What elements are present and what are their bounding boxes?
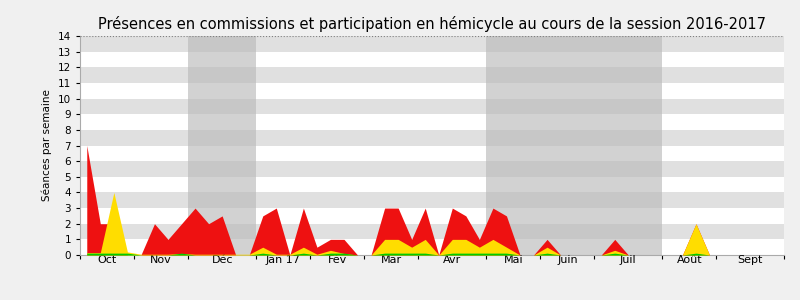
Bar [80,52,784,67]
Text: Fév: Fév [328,255,347,265]
Bar [486,36,540,255]
Bar [80,146,784,161]
Text: Nov: Nov [150,255,172,265]
Bar [80,177,784,192]
Title: Présences en commissions et participation en hémicycle au cours de la session 20: Présences en commissions et participatio… [98,16,766,32]
Text: Juil: Juil [620,255,637,265]
Text: Jan 17: Jan 17 [266,255,301,265]
Text: Sept: Sept [738,255,763,265]
Bar [80,36,784,52]
Bar [80,67,784,83]
Bar [188,36,256,255]
Bar [80,83,784,99]
Bar [80,99,784,114]
Y-axis label: Séances par semaine: Séances par semaine [42,90,52,201]
Text: Avr: Avr [443,255,462,265]
Bar [540,36,594,255]
Text: Déc: Déc [211,255,233,265]
Bar [80,224,784,239]
Bar [80,114,784,130]
Bar [80,161,784,177]
Bar [80,239,784,255]
Bar [80,192,784,208]
Bar [80,208,784,224]
Bar [80,130,784,146]
Text: Oct: Oct [98,255,117,265]
Text: Mar: Mar [381,255,402,265]
Text: Juin: Juin [557,255,578,265]
Bar [594,36,662,255]
Text: Mai: Mai [503,255,523,265]
Text: Août: Août [677,255,702,265]
